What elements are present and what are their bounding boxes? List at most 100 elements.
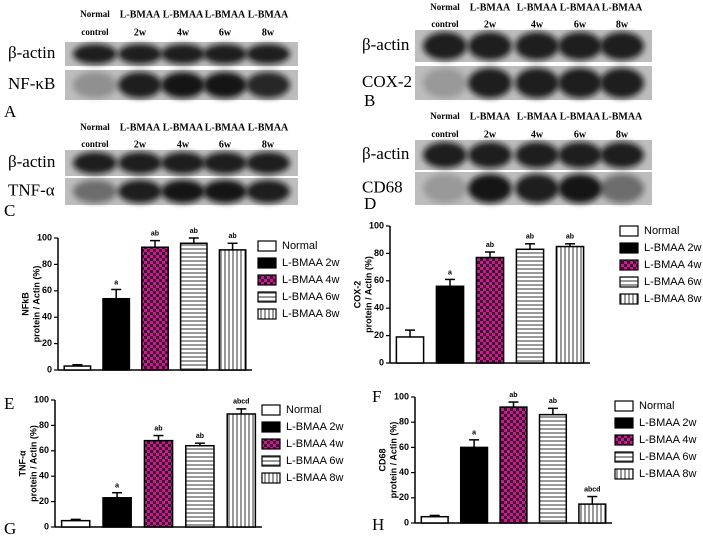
panel-letter: E: [4, 394, 14, 413]
significance-label: ab: [154, 425, 162, 432]
legend-swatch: [257, 257, 277, 269]
blot-band: [118, 152, 162, 174]
blot-band: [558, 32, 602, 60]
blot-band: [423, 142, 467, 168]
y-tick-label: 100: [34, 394, 49, 404]
bar: [459, 446, 489, 524]
lane-label: L-BMAA: [248, 9, 289, 20]
legend-label: L-BMAA 8w: [282, 308, 340, 320]
significance-label: ab: [229, 233, 237, 240]
blot-row-label: β-actin: [362, 35, 410, 54]
bar: [475, 256, 505, 364]
blot-row-label: NF-κB: [8, 74, 55, 93]
legend-label: L-BMAA 6w: [639, 451, 697, 463]
legend-swatch: [261, 421, 281, 433]
bar: [395, 336, 425, 364]
blot-band: [468, 142, 512, 168]
legend-swatch: [614, 400, 634, 412]
lane-label: L-BMAA: [470, 111, 511, 122]
lane-label: L-BMAA: [517, 111, 558, 122]
blot-band: [246, 44, 290, 64]
significance-label: a: [448, 269, 452, 276]
lane-label: 8w: [616, 19, 629, 30]
blot-band: [73, 180, 117, 203]
lane-label: Normal: [80, 122, 110, 132]
y-axis-label: protein / Actin (%): [31, 266, 41, 343]
legend-swatch: [261, 455, 281, 467]
y-tick-label: 40: [42, 312, 52, 322]
blot-band: [246, 72, 290, 98]
y-axis-label: protein / Actin (%): [363, 256, 373, 333]
y-tick-label: 80: [42, 259, 52, 269]
lane-label: control: [431, 129, 459, 139]
legend-label: L-BMAA 4w: [639, 434, 697, 446]
y-tick-label: 20: [39, 496, 49, 506]
lane-label: 2w: [484, 19, 497, 30]
bar: [102, 297, 131, 371]
blot-band: [118, 180, 162, 203]
panel-letter: A: [4, 102, 17, 121]
y-tick-label: 20: [399, 492, 409, 502]
significance-label: ab: [151, 230, 159, 237]
y-tick-label: 0: [379, 357, 384, 367]
legend-label: L-BMAA 8w: [639, 468, 697, 480]
lane-label: 8w: [262, 27, 275, 38]
bar: [538, 413, 568, 524]
legend-label: Normal: [644, 225, 679, 237]
lane-label: L-BMAA: [205, 9, 246, 20]
lane-label: 8w: [262, 139, 275, 150]
blot-band: [515, 174, 559, 203]
bar: [555, 245, 585, 364]
lane-label: L-BMAA: [163, 9, 204, 20]
legend-swatch: [619, 259, 639, 271]
bar: [515, 248, 545, 364]
blot-band: [203, 152, 247, 174]
lane-label: 2w: [134, 27, 147, 38]
significance-label: ab: [196, 433, 204, 440]
legend-swatch: [261, 438, 281, 450]
blot-band: [600, 142, 644, 168]
y-tick-label: 80: [374, 248, 384, 258]
legend-swatch: [257, 274, 277, 286]
lane-label: 6w: [574, 19, 587, 30]
lane-label: Normal: [430, 2, 460, 12]
lane-label: Normal: [80, 9, 110, 19]
blot-band: [468, 32, 512, 60]
lane-label: 2w: [484, 129, 497, 140]
legend-label: L-BMAA 6w: [282, 291, 340, 303]
blot-band: [161, 152, 205, 174]
significance-label: a: [114, 279, 118, 286]
blot-band: [423, 174, 467, 203]
legend-label: L-BMAA 4w: [286, 438, 344, 450]
legend-label: L-BMAA 4w: [644, 259, 702, 271]
blot-band: [118, 72, 162, 98]
legend-swatch: [261, 404, 281, 416]
lane-label: Normal: [430, 111, 460, 121]
significance-label: a: [115, 483, 119, 490]
significance-label: ab: [566, 234, 574, 241]
lane-label: 6w: [219, 27, 232, 38]
significance-label: ab: [190, 228, 198, 235]
blot-row-label: β-actin: [8, 152, 56, 171]
bar: [179, 242, 208, 371]
lane-label: 2w: [134, 139, 147, 150]
lane-label: 4w: [531, 19, 544, 30]
y-axis-label: CD68: [377, 448, 387, 471]
significance-label: abcd: [233, 399, 249, 406]
y-tick-label: 0: [44, 521, 49, 531]
legend-label: L-BMAA 2w: [644, 242, 702, 254]
blot-band: [161, 72, 205, 98]
blot-band: [600, 32, 644, 60]
legend-swatch: [619, 293, 639, 305]
bar: [60, 519, 91, 528]
blot-band: [161, 44, 205, 64]
legend-label: L-BMAA 4w: [282, 274, 340, 286]
blot-band: [73, 152, 117, 174]
blot-band: [423, 68, 467, 98]
legend-label: L-BMAA 8w: [286, 472, 344, 484]
blot-row-label: β-actin: [362, 144, 410, 163]
y-tick-label: 60: [42, 285, 52, 295]
blot-band: [203, 44, 247, 64]
blot-band: [246, 152, 290, 174]
